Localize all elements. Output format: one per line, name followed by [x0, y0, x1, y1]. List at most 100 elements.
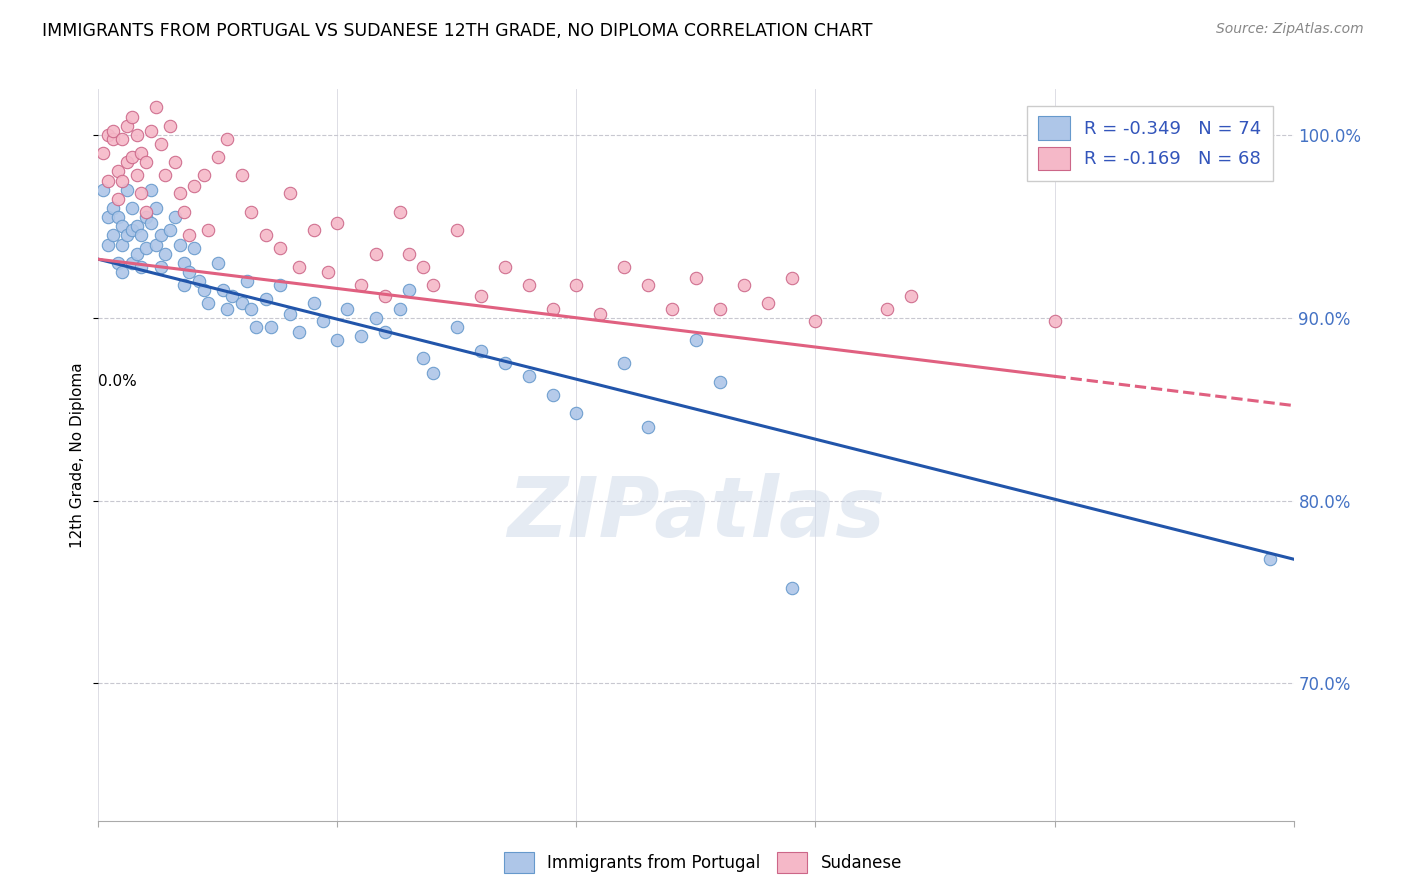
Point	[183, 241, 205, 255]
Point	[159, 119, 181, 133]
Point	[288, 326, 311, 340]
Point	[107, 164, 129, 178]
Point	[374, 326, 396, 340]
Legend: Immigrants from Portugal, Sudanese: Immigrants from Portugal, Sudanese	[498, 846, 908, 880]
Point	[661, 301, 683, 316]
Point	[111, 131, 134, 145]
Point	[121, 201, 143, 215]
Point	[288, 260, 311, 274]
Text: ZIPatlas: ZIPatlas	[508, 473, 884, 554]
Text: 0.0%: 0.0%	[98, 375, 138, 390]
Point	[163, 211, 186, 225]
Point	[107, 256, 129, 270]
Point	[278, 307, 301, 321]
Point	[173, 204, 195, 219]
Point	[207, 256, 229, 270]
Point	[149, 260, 172, 274]
Point	[302, 296, 325, 310]
Point	[278, 186, 301, 201]
Point	[685, 270, 707, 285]
Point	[374, 289, 396, 303]
Point	[179, 265, 201, 279]
Point	[135, 155, 157, 169]
Point	[221, 289, 243, 303]
Point	[169, 237, 191, 252]
Point	[412, 260, 434, 274]
Legend: R = -0.349   N = 74, R = -0.169   N = 68: R = -0.349 N = 74, R = -0.169 N = 68	[1026, 105, 1272, 181]
Point	[111, 219, 134, 234]
Text: IMMIGRANTS FROM PORTUGAL VS SUDANESE 12TH GRADE, NO DIPLOMA CORRELATION CHART: IMMIGRANTS FROM PORTUGAL VS SUDANESE 12T…	[42, 22, 873, 40]
Point	[876, 301, 898, 316]
Point	[446, 223, 468, 237]
Point	[240, 301, 263, 316]
Point	[179, 228, 201, 243]
Point	[517, 277, 540, 292]
Point	[135, 241, 157, 255]
Point	[107, 192, 129, 206]
Point	[541, 387, 564, 401]
Point	[101, 228, 124, 243]
Point	[173, 256, 195, 270]
Point	[115, 228, 138, 243]
Point	[231, 296, 253, 310]
Point	[350, 277, 373, 292]
Point	[517, 369, 540, 384]
Point	[145, 237, 167, 252]
Point	[780, 582, 803, 596]
Point	[1043, 314, 1066, 328]
Point	[302, 223, 325, 237]
Point	[900, 289, 922, 303]
Point	[149, 228, 172, 243]
Point	[101, 124, 124, 138]
Point	[259, 319, 281, 334]
Point	[193, 168, 215, 182]
Point	[145, 101, 167, 115]
Y-axis label: 12th Grade, No Diploma: 12th Grade, No Diploma	[70, 362, 86, 548]
Point	[269, 241, 291, 255]
Point	[398, 246, 420, 260]
Point	[254, 293, 277, 307]
Point	[135, 211, 157, 225]
Point	[91, 183, 114, 197]
Point	[197, 296, 219, 310]
Point	[541, 301, 564, 316]
Point	[187, 274, 209, 288]
Point	[565, 406, 588, 420]
Point	[125, 168, 148, 182]
Point	[446, 319, 468, 334]
Point	[149, 136, 172, 151]
Point	[125, 219, 148, 234]
Text: Source: ZipAtlas.com: Source: ZipAtlas.com	[1216, 22, 1364, 37]
Point	[139, 216, 162, 230]
Point	[131, 146, 153, 161]
Point	[494, 260, 516, 274]
Point	[131, 186, 153, 201]
Point	[733, 277, 755, 292]
Point	[240, 204, 263, 219]
Point	[111, 265, 134, 279]
Point	[326, 333, 349, 347]
Point	[145, 201, 167, 215]
Point	[613, 356, 636, 371]
Point	[350, 329, 373, 343]
Point	[121, 256, 143, 270]
Point	[613, 260, 636, 274]
Point	[254, 228, 277, 243]
Point	[398, 284, 420, 298]
Point	[217, 301, 239, 316]
Point	[183, 179, 205, 194]
Point	[470, 343, 492, 358]
Point	[804, 314, 827, 328]
Point	[709, 301, 731, 316]
Point	[231, 168, 253, 182]
Point	[637, 277, 659, 292]
Point	[107, 211, 129, 225]
Point	[139, 183, 162, 197]
Point	[364, 310, 387, 325]
Point	[589, 307, 612, 321]
Point	[101, 131, 124, 145]
Point	[159, 223, 181, 237]
Point	[155, 168, 177, 182]
Point	[139, 124, 162, 138]
Point	[326, 216, 349, 230]
